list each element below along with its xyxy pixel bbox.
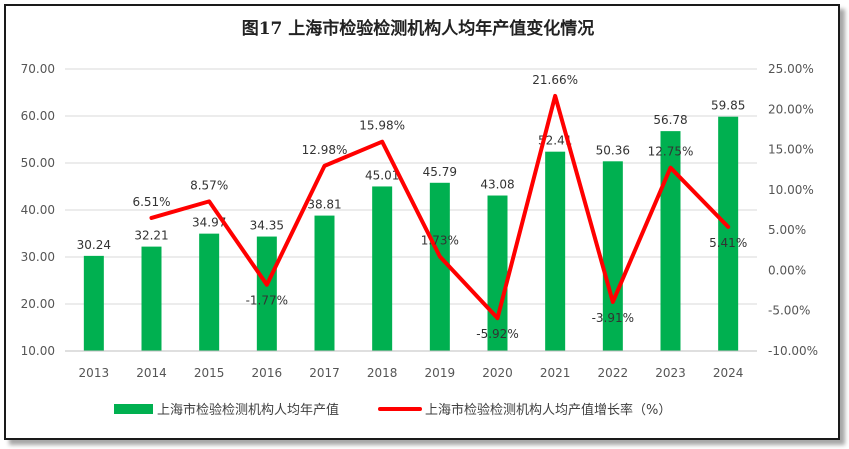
- x-tick-label: 2024: [713, 366, 744, 380]
- legend: 上海市检验检测机构人均年产值 上海市检验检测机构人均产值增长率（%）: [114, 402, 671, 418]
- bar-value-label: 45.79: [423, 165, 457, 179]
- right-tick-label: 15.00%: [768, 143, 814, 157]
- line-data-labels: 6.51% 8.57% -1.77% 12.98% 15.98% 1.73% -5.92% 2…: [132, 73, 747, 341]
- line-value-label: 21.66%: [532, 73, 578, 87]
- bar-value-label: 56.78: [653, 113, 687, 127]
- bar-value-label: 50.36: [596, 143, 630, 157]
- line-value-label: -3.91%: [592, 311, 634, 325]
- right-tick-label: 5.00%: [768, 223, 806, 237]
- line-value-label: 5.41%: [709, 236, 747, 250]
- bar-data-labels: 30.24 32.21 34.97 34.35 38.81 45.01 45.79 43.08…: [77, 99, 746, 252]
- bar-value-label: 34.35: [250, 219, 284, 233]
- x-tick-label: 2016: [252, 366, 283, 380]
- line-value-label: 6.51%: [132, 195, 170, 209]
- left-tick-label: 10.00: [21, 344, 55, 358]
- right-tick-label: -5.00%: [768, 304, 810, 318]
- legend-bar-swatch: [114, 404, 153, 414]
- bar: [718, 116, 739, 351]
- bar-value-label: 45.01: [365, 168, 399, 182]
- bar: [545, 151, 566, 351]
- bar-value-label: 38.81: [307, 198, 341, 212]
- left-axis-ticks: 10.00 20.00 30.00 40.00 50.00 60.00 70.00: [21, 62, 55, 358]
- bar-value-label: 32.21: [134, 229, 168, 243]
- bar: [660, 131, 681, 351]
- bar: [83, 255, 104, 351]
- left-tick-label: 50.00: [21, 156, 55, 170]
- line-value-label: 8.57%: [190, 178, 228, 192]
- left-tick-label: 60.00: [21, 109, 55, 123]
- growth-rate-line: [149, 93, 731, 321]
- line-value-label: -1.77%: [246, 294, 288, 308]
- bar: [314, 215, 335, 351]
- x-tick-label: 2019: [425, 366, 456, 380]
- bar-value-label: 34.97: [192, 216, 226, 230]
- bar-value-label: 30.24: [77, 238, 111, 252]
- line-value-label: 1.73%: [421, 233, 459, 247]
- right-tick-label: 0.00%: [768, 263, 806, 277]
- bar-series: [83, 116, 739, 351]
- left-tick-label: 40.00: [21, 203, 55, 217]
- x-tick-label: 2022: [598, 366, 629, 380]
- right-tick-label: -10.00%: [768, 344, 818, 358]
- x-tick-label: 2021: [540, 366, 571, 380]
- right-tick-label: 10.00%: [768, 183, 814, 197]
- x-axis-ticks: 2013 2014 2015 2016 2017 2018 2019 2020 2021 2022…: [79, 366, 744, 380]
- left-tick-label: 20.00: [21, 297, 55, 311]
- left-tick-label: 30.00: [21, 250, 55, 264]
- right-tick-label: 25.00%: [768, 62, 814, 76]
- x-tick-label: 2017: [309, 366, 340, 380]
- x-tick-label: 2020: [482, 366, 513, 380]
- line-value-label: 12.98%: [302, 143, 348, 157]
- x-tick-label: 2015: [194, 366, 225, 380]
- line-value-label: -5.92%: [476, 327, 518, 341]
- bar: [141, 246, 162, 351]
- right-tick-label: 20.00%: [768, 102, 814, 116]
- x-tick-label: 2023: [655, 366, 686, 380]
- right-axis-ticks: -10.00% -5.00% 0.00% 5.00% 10.00% 15.00% 20.00…: [768, 62, 818, 358]
- bar-value-label: 52.41: [538, 134, 572, 148]
- x-tick-label: 2014: [136, 366, 167, 380]
- x-tick-label: 2018: [367, 366, 398, 380]
- left-tick-label: 70.00: [21, 62, 55, 76]
- bar: [602, 161, 623, 351]
- chart-title: 图17 上海市检验检测机构人均年产值变化情况: [241, 19, 595, 39]
- bar: [429, 182, 450, 351]
- bar-value-label: 59.85: [711, 99, 745, 113]
- legend-bar-label: 上海市检验检测机构人均年产值: [157, 402, 339, 418]
- bar: [199, 233, 220, 351]
- x-tick-label: 2013: [79, 366, 110, 380]
- bar-value-label: 43.08: [480, 178, 514, 192]
- bar: [372, 186, 393, 351]
- line-value-label: 15.98%: [359, 119, 405, 133]
- bar: [256, 236, 277, 351]
- gridlines: [65, 68, 757, 305]
- line-value-label: 12.75%: [648, 145, 694, 159]
- legend-line-label: 上海市检验检测机构人均产值增长率（%）: [425, 402, 671, 418]
